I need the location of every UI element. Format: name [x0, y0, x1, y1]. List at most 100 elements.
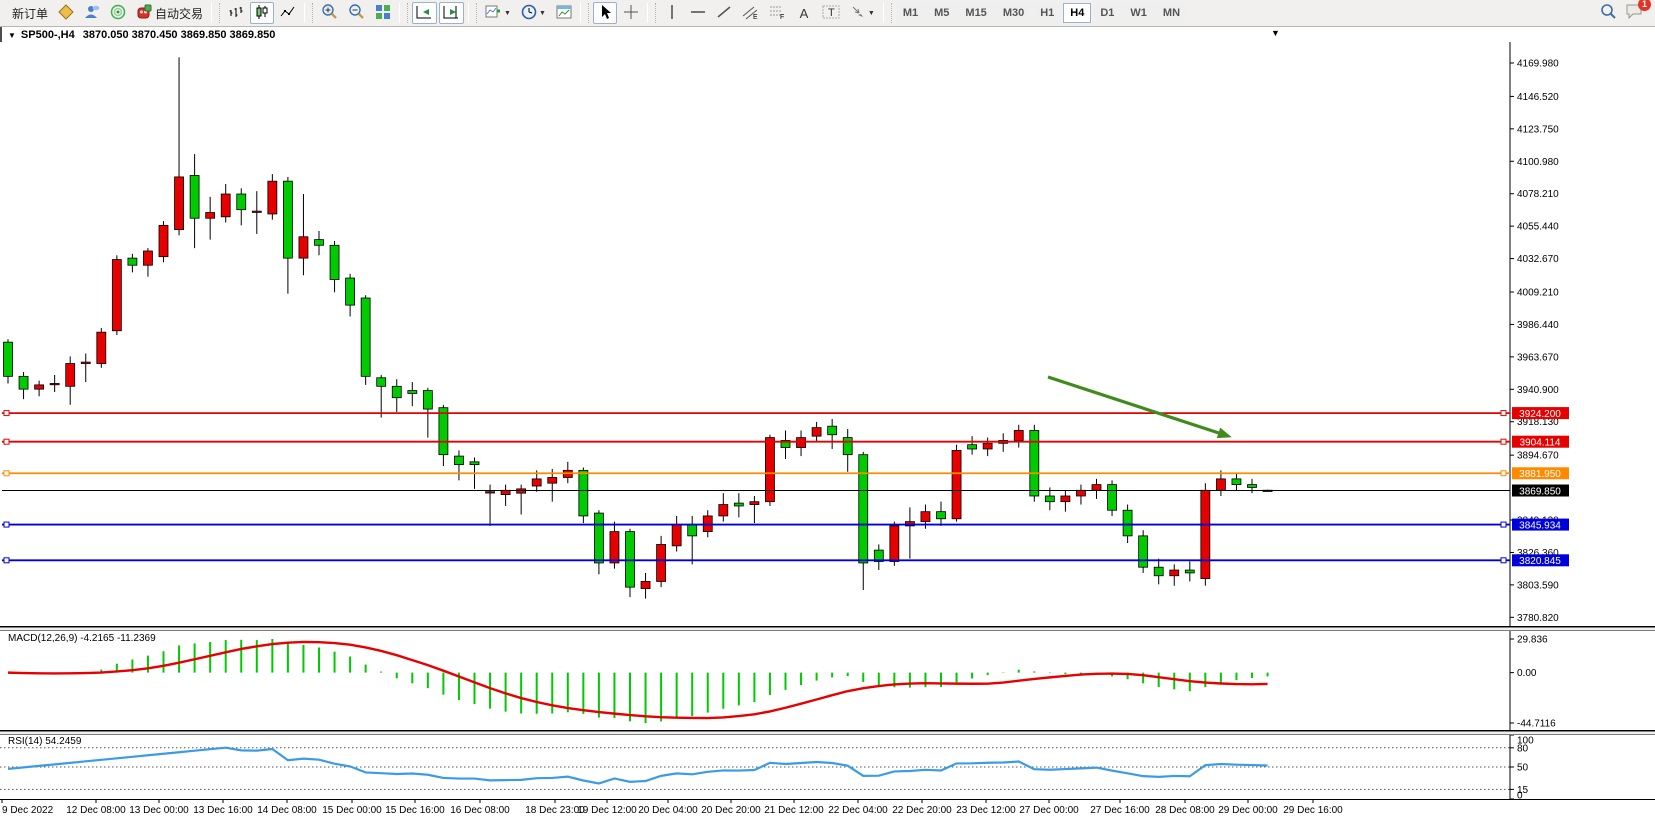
new-order-label: 新订单 — [12, 6, 49, 21]
indicators-add-icon — [485, 4, 502, 23]
arrows-icon — [850, 4, 866, 23]
price-level-badge — [1512, 435, 1569, 448]
candle-body — [65, 363, 76, 387]
price-level-badge — [1512, 407, 1569, 420]
level-right-handle[interactable] — [1500, 470, 1507, 477]
candle-body — [189, 175, 200, 219]
level-right-handle[interactable] — [1500, 557, 1507, 564]
candle-body — [376, 377, 387, 387]
candle-body — [749, 501, 760, 505]
time-axis-label: 28 Dec 08:00 — [1155, 805, 1215, 816]
vertical-line-button[interactable] — [660, 2, 684, 24]
periods-clock-button[interactable]: ▼ — [517, 2, 550, 24]
candle-body — [96, 331, 107, 364]
pane-separator[interactable] — [0, 731, 1655, 735]
price-level-badge — [1512, 467, 1569, 480]
bar-chart-button[interactable] — [224, 2, 248, 24]
auto-scroll-button[interactable] — [412, 2, 438, 24]
chart-shift-marker-icon[interactable]: ▼ — [1271, 28, 1280, 38]
text-label-button[interactable]: T — [818, 2, 844, 24]
candlestick-chart-button[interactable] — [250, 2, 275, 24]
crosshair-button[interactable] — [619, 2, 643, 24]
time-axis-label: 27 Dec 00:00 — [1019, 805, 1079, 816]
candle-body — [1013, 430, 1024, 441]
macd-pane[interactable]: 29.836 0.00 -44.7116 — [0, 631, 1655, 731]
cursor-button[interactable] — [592, 2, 617, 24]
tile-windows-button[interactable] — [371, 2, 395, 24]
level-left-handle[interactable] — [3, 410, 10, 417]
horizontal-line-button[interactable] — [686, 2, 710, 24]
crosshair-icon — [623, 4, 639, 23]
pane-separator[interactable] — [0, 627, 1655, 631]
line-chart-button[interactable] — [276, 2, 300, 24]
timeframe-m1[interactable]: M1 — [895, 3, 926, 23]
level-left-handle[interactable] — [3, 557, 10, 564]
macd-axis-label: 0.00 — [1517, 668, 1537, 679]
candle-body — [438, 407, 449, 456]
trendline-button[interactable] — [712, 2, 736, 24]
templates-button[interactable] — [552, 2, 576, 24]
level-right-handle[interactable] — [1500, 410, 1507, 417]
time-axis-label: 13 Dec 16:00 — [193, 805, 253, 816]
price-axis-label: 3780.820 — [1517, 613, 1559, 624]
toolbar-separator — [882, 3, 892, 23]
level-left-handle[interactable] — [3, 470, 10, 477]
rsi-axis-label: 100 — [1517, 736, 1534, 747]
candle-body — [485, 491, 495, 494]
toolbar: 新订单 自动交易 — [0, 0, 1655, 27]
price-axis-label: 4078.210 — [1517, 189, 1559, 200]
candle-body — [1153, 566, 1164, 577]
candle-body — [127, 257, 138, 266]
trend-arrow-annotation[interactable] — [1047, 375, 1229, 438]
mql5-community-button[interactable] — [54, 2, 78, 24]
level-left-handle[interactable] — [3, 521, 10, 528]
price-axis-label: 3986.440 — [1517, 320, 1559, 331]
time-axis[interactable]: 9 Dec 2022 12 Dec 08:00 13 Dec 00:00 13 Dec… — [0, 799, 1655, 827]
zoom-in-button[interactable] — [317, 2, 342, 24]
timeframe-d1[interactable]: D1 — [1093, 3, 1122, 23]
timeframe-m5[interactable]: M5 — [927, 3, 957, 23]
candle-body — [1076, 489, 1086, 497]
time-axis-label: 12 Dec 08:00 — [66, 805, 126, 816]
level-left-handle[interactable] — [3, 438, 10, 445]
candle-body — [687, 524, 698, 537]
collapse-triangle-icon[interactable]: ▼ — [8, 30, 16, 40]
signals-button[interactable] — [106, 2, 130, 24]
chat-button[interactable]: 1 — [1625, 0, 1651, 25]
zoom-out-button[interactable] — [344, 2, 369, 24]
autotrading-button[interactable]: 自动交易 — [132, 2, 207, 24]
candle-body — [454, 455, 464, 466]
autotrading-icon — [136, 4, 152, 23]
price-axis-label: 4100.980 — [1517, 157, 1559, 168]
timeframe-m15[interactable]: M15 — [958, 3, 994, 23]
candle-body — [765, 437, 775, 503]
timeframe-m30[interactable]: M30 — [995, 3, 1032, 23]
equidistant-channel-button[interactable]: E — [738, 2, 763, 24]
price-pane[interactable]: 4169.980 4146.520 4123.750 4100.980 4078.210… — [0, 42, 1655, 627]
time-axis-label: 16 Dec 08:00 — [450, 805, 510, 816]
toolbar-right-group: 1 — [1599, 0, 1655, 25]
candle-body — [1184, 569, 1195, 574]
candle-body — [1029, 430, 1040, 497]
candle-body — [547, 477, 558, 484]
timeframe-mn[interactable]: MN — [1155, 3, 1188, 23]
fibonacci-button[interactable]: F — [765, 2, 790, 24]
level-right-handle[interactable] — [1500, 438, 1507, 445]
search-icon[interactable] — [1599, 2, 1617, 25]
candle-body — [251, 210, 262, 213]
rsi-axis-label: 50 — [1517, 763, 1529, 774]
time-axis-label: 15 Dec 00:00 — [322, 805, 382, 816]
new-order-button[interactable]: 新订单 — [5, 2, 52, 24]
timeframe-w1[interactable]: W1 — [1123, 3, 1154, 23]
vertical-line-icon — [666, 4, 678, 23]
candle-body — [733, 502, 744, 507]
timeframe-h1[interactable]: H1 — [1033, 3, 1062, 23]
indicators-add-button[interactable]: ▼ — [481, 2, 515, 24]
text-button[interactable]: A — [792, 2, 816, 24]
chart-shift-button[interactable] — [439, 2, 465, 24]
arrows-tool-button[interactable]: ▼ — [846, 2, 879, 24]
level-right-handle[interactable] — [1500, 521, 1507, 528]
user-cloud-button[interactable] — [80, 2, 104, 24]
timeframe-h4[interactable]: H4 — [1063, 3, 1092, 23]
